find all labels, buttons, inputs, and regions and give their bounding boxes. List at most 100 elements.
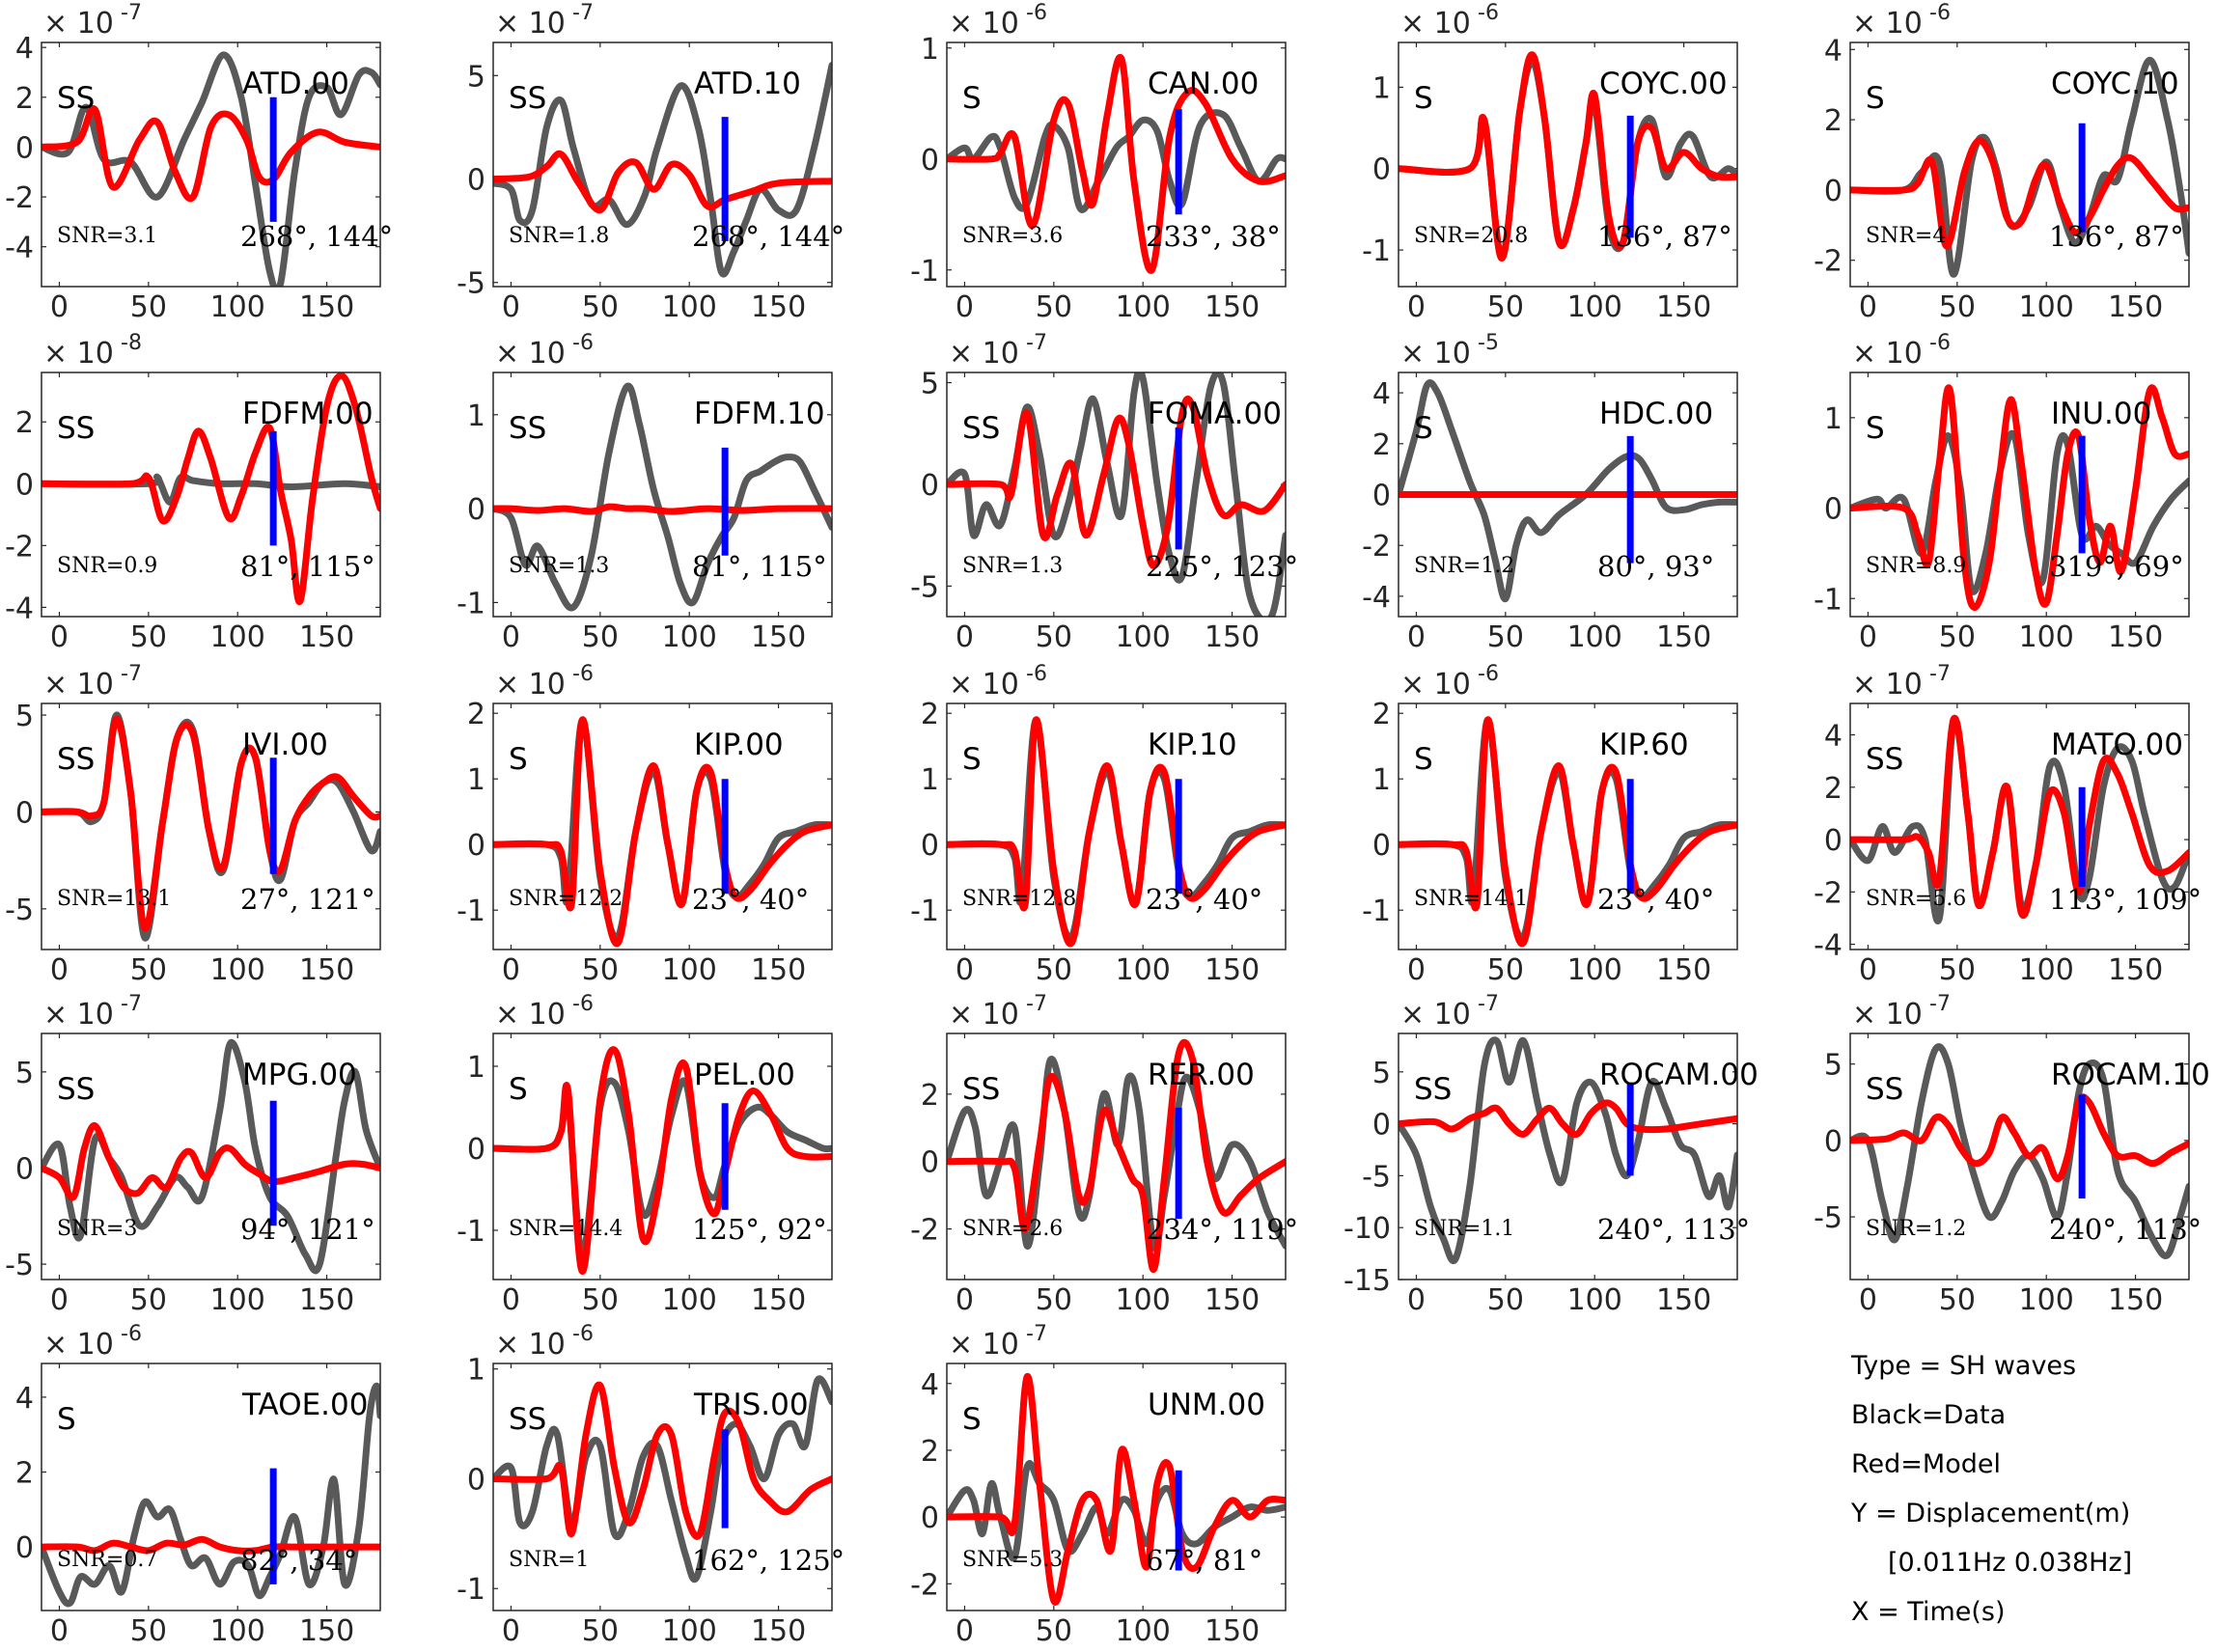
- traces: [493, 1375, 832, 1583]
- x-tick-label: 100: [2019, 1283, 2074, 1317]
- snr-label: SNR=1.2: [1866, 1217, 1966, 1241]
- model-trace: [493, 503, 832, 515]
- wave-label: SS: [509, 411, 546, 446]
- traces: [493, 62, 832, 278]
- x-tick-label: 100: [1116, 620, 1171, 654]
- y-tick-label: 4: [1372, 377, 1391, 411]
- data-trace: [493, 62, 832, 278]
- axes-frame: [946, 41, 1287, 288]
- y-tick-label: 0: [467, 829, 485, 863]
- x-tick-label: 100: [2019, 290, 2074, 324]
- x-tick-label: 0: [1407, 290, 1426, 324]
- data-trace: [1399, 1036, 1737, 1264]
- x-tick-label: 50: [1939, 290, 1976, 324]
- x-tick-label: 50: [1939, 620, 1976, 654]
- y-exponent: -7: [572, 1, 594, 25]
- model-trace: [947, 1373, 1286, 1606]
- traces: [42, 1039, 380, 1275]
- y-multiplier: × 10: [495, 998, 566, 1032]
- axes-frame: [1849, 702, 2190, 950]
- wave-label: SS: [57, 411, 95, 446]
- y-tick-label: 1: [467, 399, 485, 433]
- y-multiplier: × 10: [1852, 7, 1923, 41]
- snr-label: SNR=14.1: [1414, 887, 1528, 911]
- x-tick-label: 150: [299, 953, 354, 987]
- wave-label: SS: [962, 411, 1000, 446]
- x-tick-label: 0: [502, 953, 520, 987]
- traces: [1399, 379, 1737, 603]
- x-tick-label: 100: [2019, 620, 2074, 654]
- snr-label: SNR=3: [57, 1217, 137, 1241]
- y-tick-label: 0: [467, 493, 485, 527]
- traces: [493, 382, 832, 612]
- station-label: FDFM.00: [242, 397, 374, 431]
- x-tick-label: 100: [210, 620, 265, 654]
- station-label: KIP.00: [694, 728, 784, 762]
- y-tick-label: 0: [921, 469, 939, 503]
- traces: [42, 711, 380, 942]
- model-trace: [947, 716, 1286, 948]
- angle-label: 67°, 81°: [1146, 1544, 1262, 1577]
- y-multiplier: × 10: [43, 1328, 114, 1362]
- x-tick-label: 100: [210, 290, 265, 324]
- x-tick-label: 50: [582, 290, 619, 324]
- snr-label: SNR=1.3: [509, 554, 609, 578]
- wave-label: SS: [57, 81, 95, 116]
- y-tick-label: -2: [5, 530, 34, 564]
- wave-label: S: [962, 81, 982, 116]
- station-label: FDFM.10: [694, 397, 825, 431]
- panel-mato-00: 0 50 100 150 -4 -2 0 2 4 × 10 -7 SS MATO.00 SNR=5.6 11…: [1814, 662, 2202, 987]
- station-label: HDC.00: [1599, 397, 1713, 431]
- snr-label: SNR=0.9: [57, 554, 157, 578]
- y-tick-label: 0: [15, 1152, 34, 1186]
- x-tick-label: 50: [1487, 1283, 1524, 1317]
- x-tick-label: 100: [1116, 1283, 1171, 1317]
- y-exponent: -7: [1026, 992, 1047, 1016]
- station-label: COYC.10: [2051, 67, 2179, 101]
- x-tick-label: 100: [662, 290, 717, 324]
- x-tick-label: 100: [1567, 953, 1622, 987]
- y-tick-label: 0: [15, 1531, 34, 1565]
- y-tick-label: 0: [1372, 480, 1391, 513]
- angle-label: 136°, 87°: [2049, 220, 2184, 253]
- x-tick-label: 100: [1116, 953, 1171, 987]
- axes-frame: [41, 1363, 381, 1611]
- y-tick-label: 5: [1824, 1049, 1842, 1083]
- x-tick-label: 0: [50, 290, 69, 324]
- axes-frame: [41, 1032, 381, 1280]
- snr-label: SNR=4: [1866, 224, 1946, 248]
- panel-kip-00: 0 50 100 150 -1 0 1 2 × 10 -6 S KIP.00 SNR=12.2 23°, …: [457, 662, 833, 987]
- wave-label: S: [1866, 411, 1885, 446]
- axes-frame: [1398, 1032, 1738, 1280]
- angle-label: 113°, 109°: [2049, 883, 2202, 916]
- y-tick-label: -1: [457, 1573, 485, 1607]
- y-tick-label: 4: [1824, 34, 1842, 68]
- angle-label: 94°, 121°: [240, 1213, 375, 1246]
- traces: [947, 372, 1286, 617]
- traces: [42, 372, 380, 605]
- wave-label: SS: [57, 1072, 95, 1107]
- x-tick-label: 50: [1939, 1283, 1976, 1317]
- panel-can-00: 0 50 100 150 -1 0 1 × 10 -6 S CAN.00 SNR=3.6 233°, 3…: [910, 1, 1287, 324]
- station-label: IVI.00: [242, 728, 328, 762]
- data-trace: [42, 1382, 380, 1608]
- x-tick-label: 150: [1205, 1614, 1260, 1648]
- x-tick-label: 100: [1567, 620, 1622, 654]
- x-tick-label: 0: [1407, 1283, 1426, 1317]
- x-tick-label: 150: [1205, 290, 1260, 324]
- traces: [1850, 714, 2189, 924]
- station-label: ATD.00: [242, 67, 349, 101]
- legend-red-model: Red=Model: [1851, 1449, 2001, 1479]
- traces: [947, 53, 1286, 274]
- x-tick-label: 0: [956, 290, 974, 324]
- y-tick-label: -2: [1814, 876, 1842, 910]
- y-tick-label: -1: [1814, 583, 1842, 617]
- y-tick-label: -5: [5, 894, 34, 927]
- panel-coyc-00: 0 50 100 150 -1 0 1 × 10 -6 S COYC.00 SNR=20.8 136°,…: [1362, 1, 1738, 324]
- y-multiplier: × 10: [495, 7, 566, 41]
- y-tick-label: 1: [467, 1354, 485, 1388]
- station-label: ROCAM.00: [1599, 1058, 1759, 1092]
- x-tick-label: 150: [2108, 953, 2163, 987]
- station-label: MATO.00: [2051, 728, 2183, 762]
- panel-atd-00: 0 50 100 150 -4 -2 0 2 4 × 10 -7 SS ATD.00 SNR=3.1 268…: [5, 1, 393, 324]
